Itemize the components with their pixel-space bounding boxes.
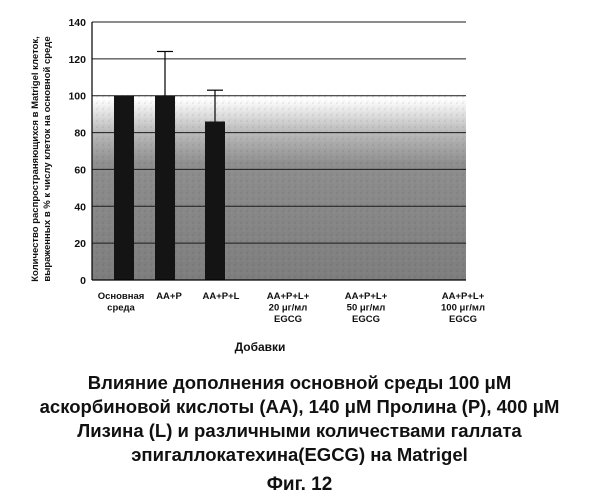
y-tick-label: 140 [68,17,86,29]
bar [114,96,134,280]
x-tick-label: AA+P+L+100 μг/млEGCG [441,291,485,325]
x-tick-label: AA+P [156,291,182,302]
x-tick-label-line: среда [107,303,135,314]
y-axis-label: Количество распространяющихся в Matrigel… [30,36,53,282]
bars [114,96,225,280]
figure-label: Фиг. 12 [0,474,599,496]
x-tick-label-line: 20 μг/мл [269,303,308,314]
x-tick-label-line: AA+P+L+ [442,291,485,302]
x-tick-label-line: AA+P+L+ [267,291,310,302]
x-tick-label-line: AA+P [156,291,182,302]
y-axis-label-line: выраженных в % к числу клеток на основно… [42,36,53,281]
figure-caption: Влияние дополнения основной среды 100 μM… [0,371,599,467]
y-tick-label: 60 [74,164,86,176]
x-tick-label: Основнаясреда [98,291,145,314]
bar [205,122,225,280]
y-tick-label: 120 [68,54,86,66]
x-tick-label-line: EGCG [449,314,477,325]
y-axis-label-line: Количество распространяющихся в Matrigel… [30,36,41,282]
bar [155,96,175,280]
caption-line: Влияние дополнения основной среды 100 μM [0,371,599,395]
caption-line: Лизина (L) и различными количествами гал… [0,419,599,443]
caption-line: эпигаллокатехина(EGCG) на Matrigel [0,443,599,467]
x-tick-label: AA+P+L+50 μг/млEGCG [345,291,388,325]
x-tick-label-line: AA+P+L [203,291,240,302]
plot-area [92,22,466,280]
y-tick-label: 20 [74,238,86,250]
x-tick-label-line: Основная [98,291,145,302]
x-tick-label-line: EGCG [352,314,380,325]
x-tick-label-line: AA+P+L+ [345,291,388,302]
x-tick-label-line: EGCG [274,314,302,325]
y-tick-label: 100 [68,91,86,103]
x-tick-label-line: 50 μг/мл [347,303,386,314]
y-tick-label: 40 [74,201,86,213]
x-tick-label: AA+P+L [203,291,240,302]
x-tick-label-line: 100 μг/мл [441,303,485,314]
y-tick-labels: 0 20 40 60 80 100 120 140 [68,17,86,287]
plot-texture [92,92,466,280]
y-tick-label: 80 [74,128,86,140]
x-tick-label: AA+P+L+20 μг/млEGCG [267,291,310,325]
caption-line: аскорбиновой кислоты (АА), 140 μM Пролин… [0,395,599,419]
y-tick-label: 0 [80,275,86,287]
x-tick-labels: ОсновнаясредаAA+PAA+P+LAA+P+L+20 μг/млEG… [98,291,485,325]
chart: 0 20 40 60 80 100 120 140 Основнаясреда AA+P AA+P… [0,0,599,375]
x-axis-label: Добавки [235,340,286,354]
